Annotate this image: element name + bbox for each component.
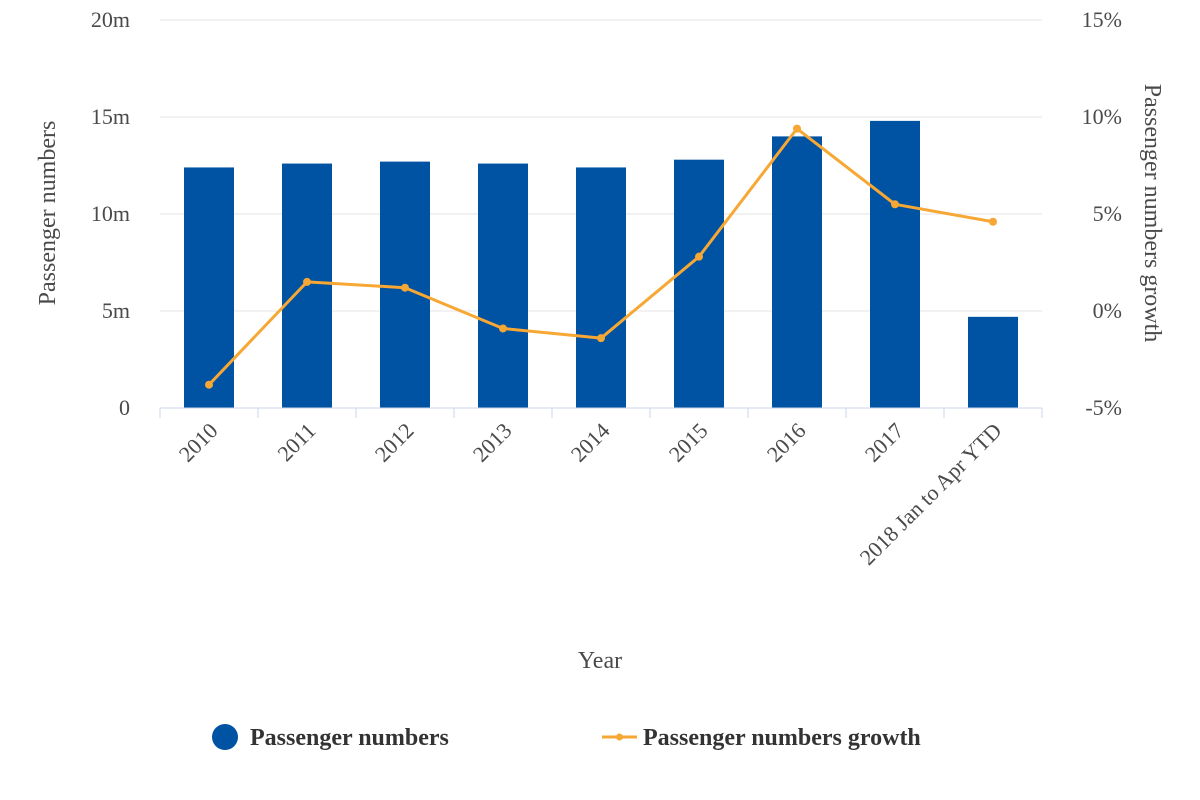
x-axis-title: Year xyxy=(578,648,622,674)
y-axis-title: Passenger numbers xyxy=(35,121,61,306)
bar[interactable] xyxy=(772,136,822,408)
growth-point[interactable] xyxy=(597,334,605,343)
bar[interactable] xyxy=(184,167,234,408)
y-tick-label: 0 xyxy=(119,395,130,420)
y2-tick-label: -5% xyxy=(1085,395,1122,420)
growth-point[interactable] xyxy=(303,277,311,286)
x-tick-label: 2014 xyxy=(566,418,615,467)
bar[interactable] xyxy=(576,167,626,408)
x-tick-label: 2015 xyxy=(664,418,713,467)
legend[interactable]: Passenger numbers Passenger numbers grow… xyxy=(212,724,921,751)
legend-label-passenger-numbers-growth: Passenger numbers growth xyxy=(643,725,921,751)
growth-point[interactable] xyxy=(891,200,899,209)
right-axis-tick-labels: -5% 0% 5% 10% 15% xyxy=(1082,7,1122,420)
line-series xyxy=(205,124,997,389)
x-tick-label: 2013 xyxy=(468,418,517,467)
x-tick-label: 2010 xyxy=(174,418,223,467)
y2-tick-label: 15% xyxy=(1082,7,1122,32)
x-tick-label: 2011 xyxy=(272,418,320,466)
legend-swatch-bar xyxy=(212,724,238,750)
y-tick-label: 5m xyxy=(102,298,130,323)
bar[interactable] xyxy=(674,159,724,408)
x-tick-label: 2017 xyxy=(860,418,909,467)
y-tick-label: 10m xyxy=(91,201,130,226)
legend-swatch-marker xyxy=(616,733,623,741)
legend-item-passenger-numbers-growth[interactable]: Passenger numbers growth xyxy=(602,725,921,751)
growth-point[interactable] xyxy=(499,324,507,333)
y-tick-label: 15m xyxy=(91,104,130,129)
y2-tick-label: 10% xyxy=(1082,104,1122,129)
growth-point[interactable] xyxy=(401,283,409,292)
growth-point[interactable] xyxy=(695,252,703,261)
x-axis-ticks xyxy=(159,408,1043,418)
bar[interactable] xyxy=(870,120,920,408)
bar-series xyxy=(184,120,1018,408)
x-tick-label: 2016 xyxy=(762,418,811,467)
y2-axis-title: Passenger numbers growth xyxy=(1139,84,1165,343)
legend-label-passenger-numbers: Passenger numbers xyxy=(250,725,449,751)
growth-point[interactable] xyxy=(989,217,997,226)
left-axis-tick-labels: 0 5m 10m 15m 20m xyxy=(91,7,130,420)
y-tick-label: 20m xyxy=(91,7,130,32)
y2-tick-label: 0% xyxy=(1093,298,1122,323)
bar[interactable] xyxy=(968,316,1018,408)
growth-point[interactable] xyxy=(793,124,801,133)
x-tick-label: 2012 xyxy=(370,418,419,467)
growth-point[interactable] xyxy=(205,380,213,389)
bar[interactable] xyxy=(478,163,528,408)
y2-tick-label: 5% xyxy=(1093,201,1122,226)
legend-item-passenger-numbers[interactable]: Passenger numbers xyxy=(212,724,449,751)
